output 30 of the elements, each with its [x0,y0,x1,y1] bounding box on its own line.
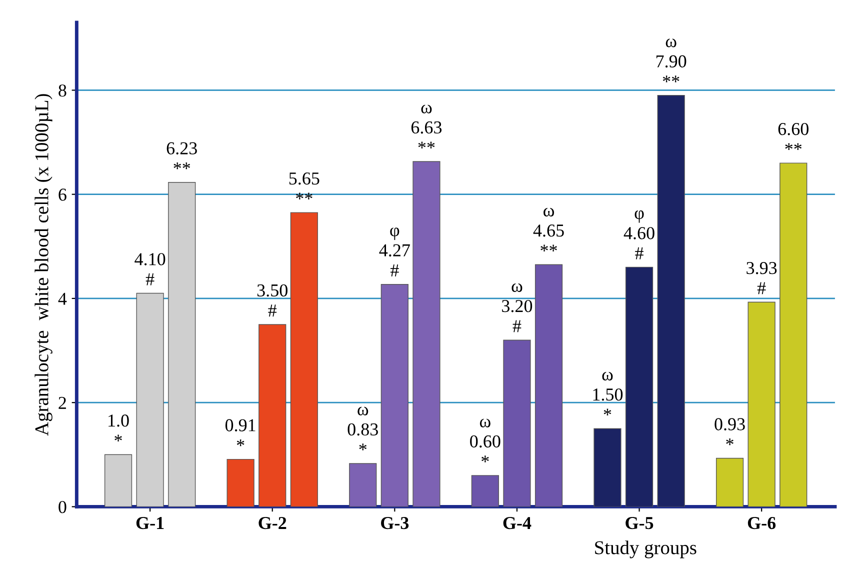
data-label: 0.93 * [714,418,745,446]
data-label: 0.91 * [225,419,256,446]
data-label: 4.10 # [134,253,166,286]
x-tick-label: G-5 [626,516,654,530]
data-label: 1.0 * [108,414,129,442]
y-tick-label: 2 [58,396,66,409]
x-tick-label: G-6 [748,516,776,530]
y-tick-label: 6 [58,188,66,201]
data-label: 6.23 ** [166,142,197,170]
x-axis-title: Study groups [595,540,696,558]
data-label: ω 7.90 ** [656,38,686,82]
y-axis-title: Agranulocyte white blood cells (x 1000µL) [34,94,52,436]
data-label: 3.93 # [746,262,777,294]
x-tick-label: G-1 [136,516,164,530]
data-label: φ 4.27 # [379,228,410,276]
y-tick-label: 8 [58,84,66,97]
y-tick-label: 4 [58,292,67,305]
data-label: 3.50 # [257,284,288,316]
data-label: φ 4.60 # [624,210,654,260]
data-label: ω 4.65 ** [533,208,564,252]
data-label: ω 6.63 ** [411,104,442,148]
data-label: ω 0.60 * [470,418,500,462]
x-tick-label: G-3 [381,516,409,530]
x-tick-label: G-4 [503,516,532,530]
data-label: ω 1.50 * [593,372,623,416]
data-label: ω 0.83 * [348,406,378,450]
data-label: ω 3.20 # [502,283,532,332]
data-label: 6.60 ** [778,122,808,150]
y-tick-label: 0 [58,500,66,514]
x-tick-label: G-2 [258,516,286,530]
